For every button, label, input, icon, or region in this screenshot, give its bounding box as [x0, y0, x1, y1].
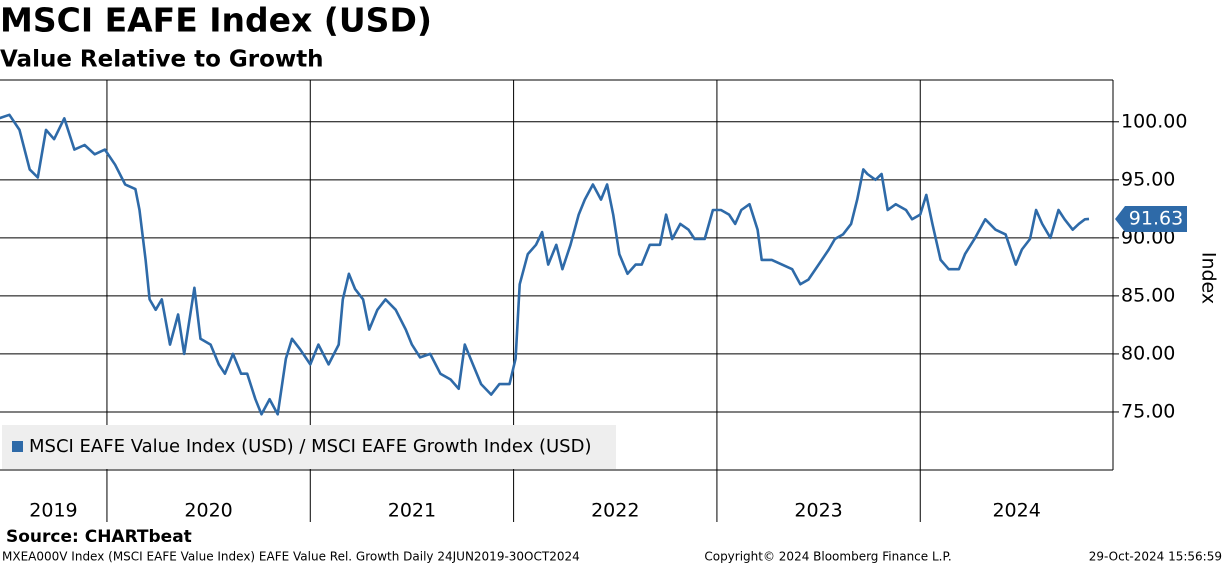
- x-tick-label: 2023: [794, 500, 842, 522]
- x-tick-label: 2022: [591, 500, 639, 522]
- y-tick-label: 85.00: [1121, 284, 1175, 306]
- y-tick-label: 100.00: [1121, 110, 1187, 132]
- chart-title: MSCI EAFE Index (USD): [0, 1, 432, 40]
- x-tick-label: 2020: [184, 500, 232, 522]
- y-tick-label: 95.00: [1121, 168, 1175, 190]
- legend-box: [2, 425, 616, 469]
- footer-right: 29-Oct-2024 15:56:59: [1089, 550, 1222, 564]
- x-tick-label: 2019: [29, 500, 77, 522]
- chart-subtitle: Value Relative to Growth: [0, 47, 324, 73]
- footer-left: MXEA000V Index (MSCI EAFE Value Index) E…: [2, 550, 580, 564]
- y-tick-label: 80.00: [1121, 342, 1175, 364]
- x-tick-label: 2024: [992, 500, 1040, 522]
- last-value-tag: [1115, 205, 1187, 232]
- footer-center: Copyright© 2024 Bloomberg Finance L.P.: [704, 550, 951, 564]
- series-line: [0, 113, 1090, 416]
- legend-swatch: [12, 441, 23, 452]
- y-axis-label: Index: [1198, 252, 1220, 304]
- legend-label: MSCI EAFE Value Index (USD) / MSCI EAFE …: [29, 436, 591, 457]
- x-tick-label: 2021: [388, 500, 436, 522]
- source: Source: CHARTbeat: [6, 527, 192, 547]
- last-value-label: 91.63: [1129, 207, 1183, 229]
- y-tick-label: 75.00: [1121, 400, 1175, 422]
